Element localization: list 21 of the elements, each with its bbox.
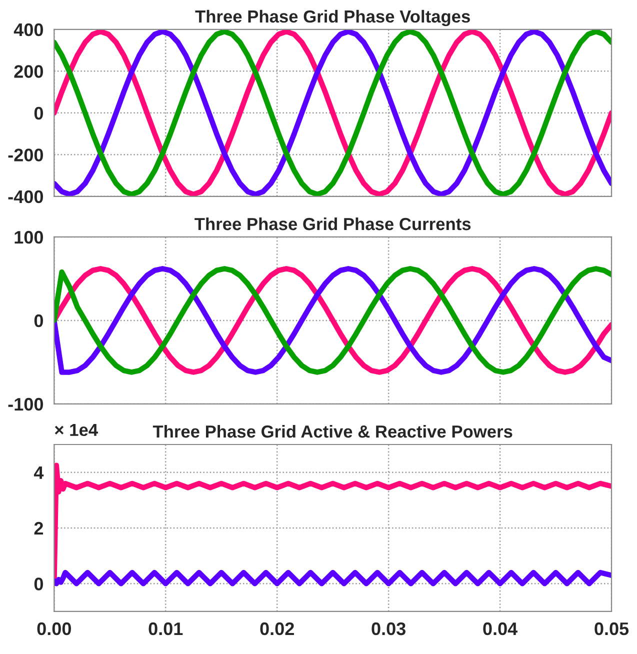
chart-title: Three Phase Grid Active & Reactive Powers	[152, 424, 512, 438]
y-tick-label: 100	[14, 230, 43, 244]
y-tick-label: 2	[34, 522, 44, 535]
x-tick-label: 0.04	[483, 622, 518, 636]
chart-title: Three Phase Grid Phase Voltages	[195, 10, 470, 26]
x-tick-label: 0.03	[372, 622, 406, 636]
y-tick-label: 400	[14, 23, 43, 36]
x-tick-label: 0.05	[594, 622, 629, 636]
chart-title: Three Phase Grid Phase Currents	[194, 217, 471, 230]
y-tick-label: -200	[8, 148, 43, 162]
y-tick-label: -100	[8, 398, 43, 411]
x-tick-label: 0.01	[148, 622, 183, 636]
y-tick-label: 0	[34, 106, 43, 120]
x-tick-label: 0.00	[37, 622, 71, 636]
text: × 1e4	[54, 424, 98, 436]
y-tick-label: 200	[14, 65, 43, 78]
x-tick-label: 0.02	[260, 622, 294, 636]
y-tick-label: 0	[34, 578, 43, 590]
y-tick-label: 0	[34, 314, 43, 328]
y-tick-label: -400	[8, 190, 43, 204]
y-tick-label: 4	[34, 466, 44, 479]
